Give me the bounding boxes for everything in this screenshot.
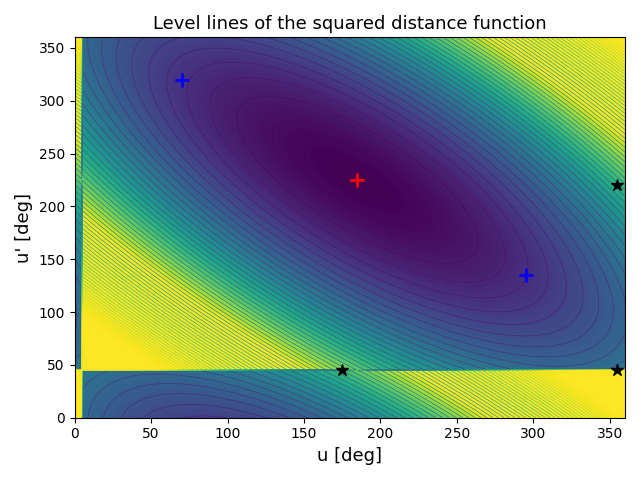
Title: Level lines of the squared distance function: Level lines of the squared distance func… bbox=[153, 15, 547, 33]
X-axis label: u [deg]: u [deg] bbox=[317, 447, 382, 465]
Y-axis label: u' [deg]: u' [deg] bbox=[15, 192, 33, 263]
